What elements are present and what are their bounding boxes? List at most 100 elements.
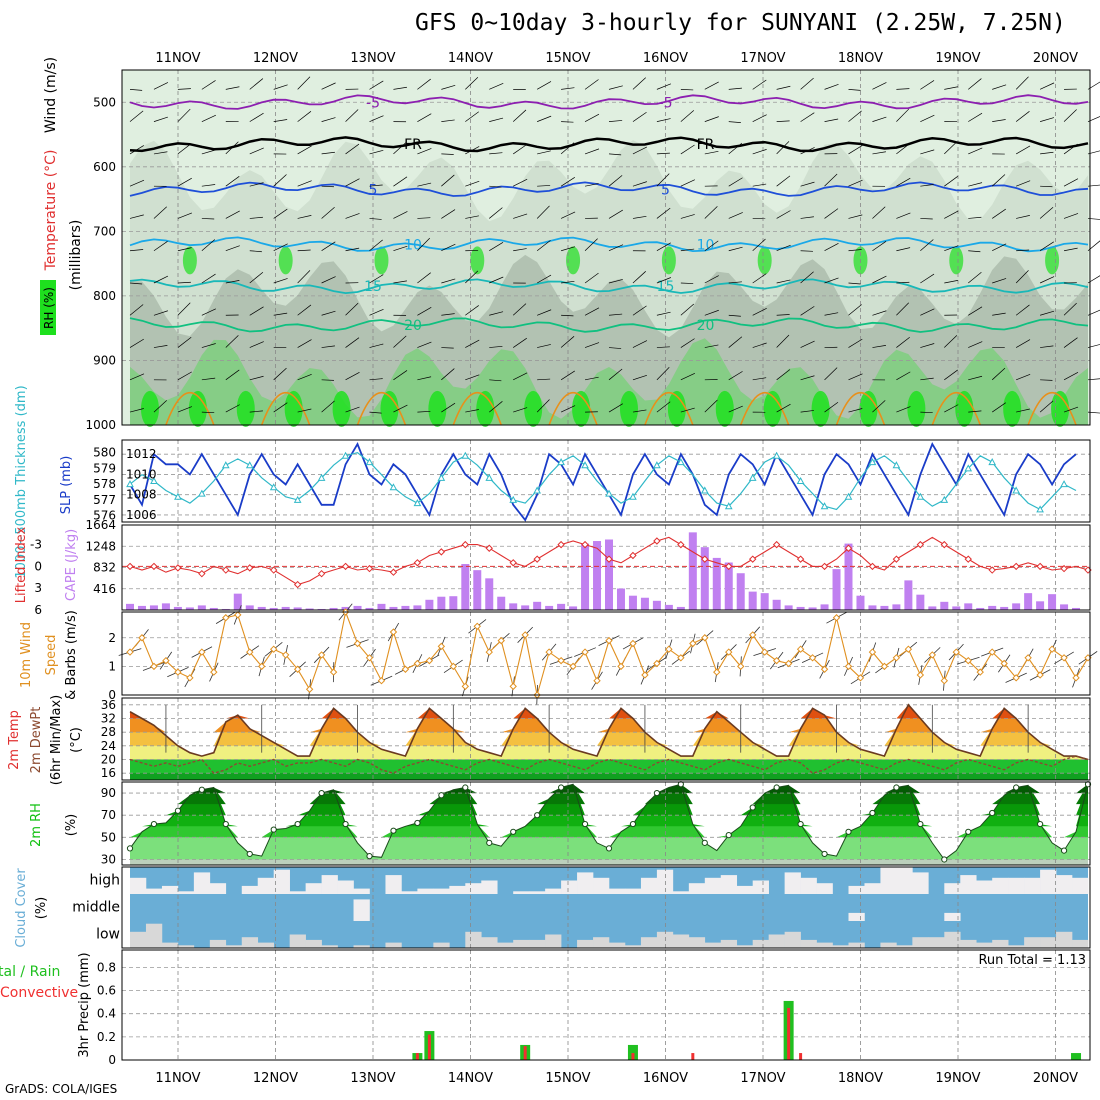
cloud-high-bar xyxy=(337,880,354,894)
cape-bar xyxy=(161,603,170,610)
lifted-index-point xyxy=(557,540,565,549)
thickness-point xyxy=(198,489,206,497)
wind-speed-point xyxy=(641,671,649,679)
wind-speed-point xyxy=(1000,659,1008,668)
rh-cell xyxy=(182,246,197,275)
cloud-low-bar xyxy=(513,939,530,948)
cape-bar xyxy=(712,557,721,610)
slp-tick: 1008 xyxy=(126,488,157,502)
thickness-point xyxy=(629,492,637,500)
wind-barb xyxy=(872,275,887,284)
wind-barb xyxy=(680,248,695,252)
wind-barb xyxy=(848,304,862,316)
wind-speed-point xyxy=(796,645,805,653)
cloud-low-bar xyxy=(1072,939,1089,948)
thickness-point xyxy=(988,458,997,466)
wind-barb xyxy=(153,345,168,348)
wind-speed-point xyxy=(545,648,553,656)
rh-point xyxy=(965,828,972,835)
wind-barb xyxy=(680,214,695,219)
wind-barb xyxy=(1016,215,1030,219)
wind-barb xyxy=(321,185,334,188)
wind-barb xyxy=(129,179,145,187)
cloud-low-bar xyxy=(481,937,498,948)
cloud-low-bar xyxy=(225,945,243,948)
wind-barb xyxy=(800,181,815,187)
rh-tick: 90 xyxy=(101,786,116,800)
thickness-point xyxy=(892,461,901,469)
rh-cell xyxy=(949,246,964,275)
temperature-contour xyxy=(129,236,1089,253)
temp-band-cold xyxy=(130,773,1088,780)
wind-speed-point xyxy=(138,634,146,642)
wind-barb xyxy=(465,180,480,187)
cloud-low-bar xyxy=(704,942,722,948)
rh-cell xyxy=(907,390,926,427)
wind-barb xyxy=(441,209,456,219)
cape-bar xyxy=(1060,604,1069,610)
wind-barb xyxy=(1063,247,1078,252)
lifted-index-point xyxy=(868,562,877,571)
day-label-bottom: 18NOV xyxy=(838,1071,883,1086)
cloud-low-bar xyxy=(944,931,961,948)
wind-barb xyxy=(273,208,288,219)
rh-cell xyxy=(566,246,581,275)
wind-barb xyxy=(129,249,144,252)
day-label-bottom: 11NOV xyxy=(155,1071,200,1086)
wind-barb xyxy=(225,176,240,187)
wind-barb xyxy=(824,312,839,316)
surface-temp-contour xyxy=(835,392,886,426)
slp-tick: 1006 xyxy=(126,508,157,522)
wind-barb xyxy=(680,303,695,316)
wind-speed-point xyxy=(521,631,529,639)
wind-barb xyxy=(656,152,670,155)
wind-barb xyxy=(776,175,791,187)
wind-barb xyxy=(345,302,359,316)
lifted-index-point xyxy=(485,544,493,552)
wind-barb xyxy=(513,213,528,219)
cloud-high-bar xyxy=(513,891,530,894)
wind-barb xyxy=(297,111,312,122)
wind-barb xyxy=(944,86,958,90)
wind-barb xyxy=(608,368,623,381)
surface-temp-contour xyxy=(452,392,502,426)
precip-tick: 0 xyxy=(108,1053,116,1067)
precip-tick: 0.2 xyxy=(97,1030,116,1044)
cloud-low-bar xyxy=(241,937,259,948)
cloud-high-bar xyxy=(784,872,801,894)
rh-cell xyxy=(236,390,255,427)
precip-frame xyxy=(121,949,1091,1061)
thickness-point xyxy=(174,492,182,500)
wind-barb xyxy=(632,146,648,155)
rh-point xyxy=(462,784,469,791)
thickness-point xyxy=(700,486,709,494)
lifted-index-label: Lifted Index xyxy=(14,526,29,603)
lifted-index-point xyxy=(916,540,925,549)
wind-barb xyxy=(848,214,863,219)
lifted-index-point xyxy=(293,580,302,589)
wind-barb xyxy=(225,86,240,90)
wind-speed-point xyxy=(760,648,769,656)
thickness-point xyxy=(796,476,805,484)
contour-label: 20 xyxy=(404,318,422,334)
wind-barb xyxy=(584,113,600,122)
thickness-tick: 576 xyxy=(93,509,116,523)
wind-barb xyxy=(632,111,647,122)
wind-barb xyxy=(1040,151,1054,155)
wind-barb xyxy=(345,178,360,187)
wind-barb xyxy=(968,271,982,284)
cape-bar xyxy=(329,607,338,610)
thickness-tick: 580 xyxy=(93,446,116,460)
wind-barb xyxy=(393,370,408,381)
temperature-contour xyxy=(129,94,1089,110)
wind-speed-point xyxy=(293,665,302,673)
precip-convective-bar xyxy=(691,1053,695,1060)
cape-bar xyxy=(976,607,985,610)
wind-barb xyxy=(728,405,743,413)
wind-barb xyxy=(632,77,646,90)
wind-barb xyxy=(632,305,647,316)
wind-barb xyxy=(225,280,240,284)
wind-barb xyxy=(537,185,551,187)
wind-speed-point xyxy=(868,648,877,656)
wind-barb xyxy=(297,249,311,252)
